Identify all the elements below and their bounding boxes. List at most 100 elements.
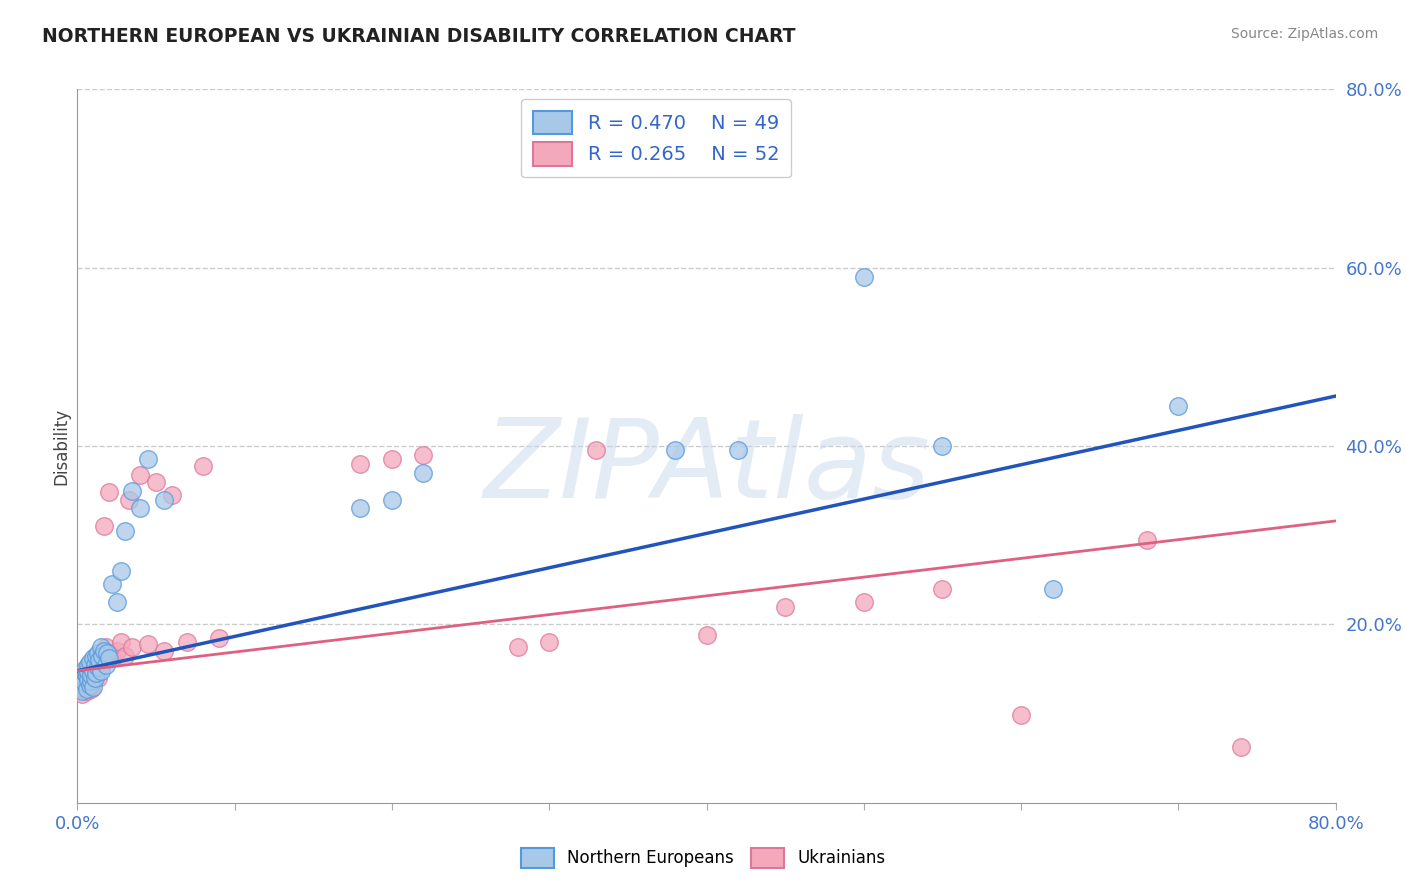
Point [72, 675, 94, 690]
Point [72, 671, 94, 685]
Point [153, 492, 176, 507]
Point [105, 595, 128, 609]
Point [129, 467, 152, 482]
Point [82, 680, 104, 694]
Point [852, 269, 875, 284]
Point [852, 595, 875, 609]
Legend: Northern Europeans, Ukrainians: Northern Europeans, Ukrainians [515, 841, 891, 875]
Point [77, 664, 100, 678]
Point [90, 640, 112, 654]
Point [105, 644, 128, 658]
Point [72, 673, 94, 687]
Point [84, 660, 107, 674]
Point [696, 628, 718, 642]
Point [101, 577, 124, 591]
Point [136, 637, 159, 651]
Point [121, 640, 143, 654]
Text: NORTHERN EUROPEAN VS UKRAINIAN DISABILITY CORRELATION CHART: NORTHERN EUROPEAN VS UKRAINIAN DISABILIT… [42, 27, 796, 45]
Point [349, 501, 371, 516]
Point [84, 648, 107, 663]
Point [121, 483, 143, 498]
Point [82, 657, 104, 672]
Point [153, 644, 176, 658]
Point [80, 681, 103, 696]
Point [538, 635, 561, 649]
Y-axis label: Disability: Disability [52, 408, 70, 484]
Point [773, 599, 796, 614]
Point [96, 646, 118, 660]
Legend: R = 0.470    N = 49, R = 0.265    N = 52: R = 0.470 N = 49, R = 0.265 N = 52 [522, 99, 792, 178]
Point [90, 648, 112, 663]
Point [91, 648, 114, 663]
Point [82, 664, 104, 678]
Point [191, 458, 215, 473]
Point [1230, 740, 1253, 755]
Point [1167, 399, 1189, 413]
Point [70, 687, 93, 701]
Point [101, 651, 124, 665]
Point [77, 660, 100, 674]
Point [114, 524, 136, 538]
Point [145, 475, 167, 489]
Point [79, 678, 101, 692]
Point [208, 631, 231, 645]
Text: Source: ZipAtlas.com: Source: ZipAtlas.com [1230, 27, 1378, 41]
Point [79, 666, 101, 681]
Point [76, 681, 98, 696]
Point [75, 669, 97, 683]
Point [80, 669, 103, 683]
Point [727, 443, 749, 458]
Point [93, 644, 115, 658]
Point [75, 666, 97, 681]
Point [129, 501, 152, 516]
Point [82, 651, 104, 665]
Point [97, 651, 120, 665]
Point [412, 466, 434, 480]
Point [118, 492, 141, 507]
Text: ZIPAtlas: ZIPAtlas [484, 414, 929, 521]
Point [110, 635, 132, 649]
Point [80, 674, 103, 689]
Point [76, 671, 98, 685]
Point [506, 640, 529, 654]
Point [80, 668, 103, 682]
Point [110, 564, 132, 578]
Point [87, 660, 110, 674]
Point [1042, 582, 1064, 596]
Point [79, 655, 101, 669]
Point [412, 448, 434, 462]
Point [93, 519, 115, 533]
Point [77, 675, 100, 690]
Point [83, 666, 105, 681]
Point [381, 452, 404, 467]
Point [136, 452, 159, 467]
Point [349, 457, 371, 471]
Point [70, 677, 93, 691]
Point [75, 664, 97, 678]
Point [160, 488, 183, 502]
Point [94, 657, 117, 672]
Point [87, 671, 110, 685]
Point [77, 657, 100, 672]
Point [77, 673, 100, 687]
Point [664, 443, 686, 458]
Point [84, 666, 107, 681]
Point [94, 640, 117, 654]
Point [87, 646, 110, 660]
Point [97, 485, 120, 500]
Point [89, 655, 111, 669]
Point [90, 664, 112, 678]
Point [83, 657, 105, 672]
Point [89, 653, 111, 667]
Point [1010, 708, 1032, 723]
Point [585, 443, 607, 458]
Point [69, 680, 91, 694]
Point [70, 684, 93, 698]
Point [76, 684, 98, 698]
Point [381, 492, 404, 507]
Point [82, 673, 104, 687]
Point [79, 680, 101, 694]
Point [83, 671, 105, 685]
Point [69, 681, 91, 696]
Point [75, 662, 97, 676]
